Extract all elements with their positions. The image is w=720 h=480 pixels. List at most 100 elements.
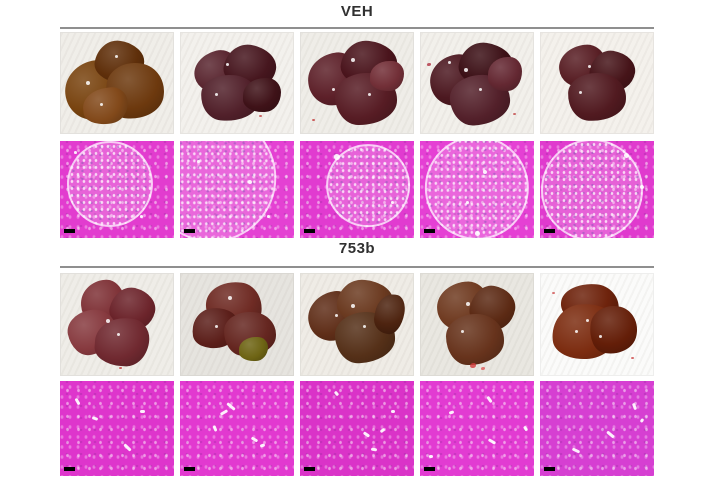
tissue-white-spot	[482, 170, 487, 175]
glare-spot	[117, 332, 120, 336]
tissue-white-spot	[334, 153, 341, 160]
scale-bar	[64, 467, 75, 471]
veh-histology-image-4	[420, 141, 534, 238]
b753-histology-image-1	[60, 381, 174, 476]
veh-liver-photo-1	[60, 32, 174, 134]
stain-texture	[60, 381, 174, 476]
b753-histology-image-5	[540, 381, 654, 476]
veh-histology-image-3	[300, 141, 414, 238]
tumor-region	[424, 141, 530, 238]
glare-spot	[225, 63, 229, 66]
tumor-region	[541, 141, 644, 238]
blood-smear	[312, 119, 316, 121]
b753-histology-image-4	[420, 381, 534, 476]
tumor-region	[180, 141, 277, 238]
blood-smear	[630, 356, 634, 359]
glare-spot	[228, 296, 233, 301]
veh-liver-photo-5	[540, 32, 654, 134]
glare-spot	[461, 329, 465, 333]
glare-spot	[214, 324, 218, 328]
glare-spot	[332, 88, 336, 91]
blood-smear	[481, 366, 486, 370]
glare-spot	[588, 65, 592, 68]
divider-line-753b	[60, 266, 654, 268]
scale-bar	[544, 467, 555, 471]
scale-bar	[184, 467, 195, 471]
veh-liver-photo-3	[300, 32, 414, 134]
stain-texture	[180, 381, 294, 476]
b753-histology-image-2	[180, 381, 294, 476]
glare-spot	[465, 302, 470, 307]
tumor-region	[326, 143, 411, 228]
scale-bar	[424, 229, 435, 233]
tissue-white-spot	[73, 150, 77, 154]
b753-liver-photo-3	[300, 273, 414, 376]
glare-spot	[368, 93, 372, 96]
liver-lobe	[370, 61, 405, 91]
glare-spot	[351, 58, 356, 62]
blood-smear	[470, 362, 477, 368]
vessel-streak	[391, 409, 396, 413]
b753-liver-photo-2	[180, 273, 294, 376]
glare-spot	[85, 81, 90, 85]
stain-texture	[300, 381, 414, 476]
glare-spot	[579, 91, 583, 94]
divider-line-veh	[60, 27, 654, 29]
veh-histology-image-5	[540, 141, 654, 238]
group-title-veh: VEH	[340, 3, 374, 20]
glare-spot	[599, 334, 603, 338]
blood-smear	[512, 113, 516, 115]
tissue-white-spot	[474, 231, 480, 237]
scale-bar	[304, 467, 315, 471]
753b-histology-row	[60, 381, 654, 476]
blood-smear	[426, 63, 431, 66]
liver-lobe	[242, 78, 281, 112]
stain-texture	[420, 381, 534, 476]
blood-smear	[552, 292, 556, 295]
vessel-streak	[370, 447, 377, 451]
tissue-white-spot	[139, 214, 143, 218]
vessel-streak	[429, 455, 434, 459]
b753-liver-photo-1	[60, 273, 174, 376]
glare-spot	[585, 319, 589, 323]
liver-lobe	[239, 336, 269, 361]
glare-spot	[114, 55, 118, 58]
tissue-white-spot	[266, 214, 270, 218]
scale-bar	[304, 229, 315, 233]
glare-spot	[334, 314, 338, 318]
tissue-white-spot	[465, 201, 469, 205]
b753-liver-photo-5	[540, 273, 654, 376]
glare-spot	[105, 319, 110, 324]
veh-liver-photo-4	[420, 32, 534, 134]
glare-spot	[447, 61, 451, 64]
liver-lobe	[488, 57, 522, 91]
veh-histology-row	[60, 141, 654, 238]
stain-texture	[540, 381, 654, 476]
tissue-white-spot	[248, 179, 253, 184]
753b-gross-liver-row	[60, 273, 654, 376]
scale-bar	[544, 229, 555, 233]
vessel-streak	[139, 409, 145, 413]
b753-liver-photo-4	[420, 273, 534, 376]
glare-spot	[214, 93, 218, 96]
blood-smear	[259, 115, 263, 117]
glare-spot	[362, 324, 366, 328]
veh-histology-image-1	[60, 141, 174, 238]
tissue-white-spot	[624, 152, 630, 158]
glare-spot	[574, 329, 578, 333]
tumor-region	[67, 141, 154, 227]
glare-spot	[463, 68, 468, 72]
veh-histology-image-2	[180, 141, 294, 238]
tissue-white-spot	[640, 184, 645, 189]
veh-gross-liver-row	[60, 32, 654, 134]
liver-lobe	[445, 314, 504, 365]
glare-spot	[479, 88, 483, 91]
glare-spot	[100, 103, 104, 106]
scale-bar	[64, 229, 75, 233]
scale-bar	[184, 229, 195, 233]
scale-bar	[424, 467, 435, 471]
glare-spot	[351, 304, 356, 309]
veh-liver-photo-2	[180, 32, 294, 134]
tissue-white-spot	[197, 160, 201, 164]
